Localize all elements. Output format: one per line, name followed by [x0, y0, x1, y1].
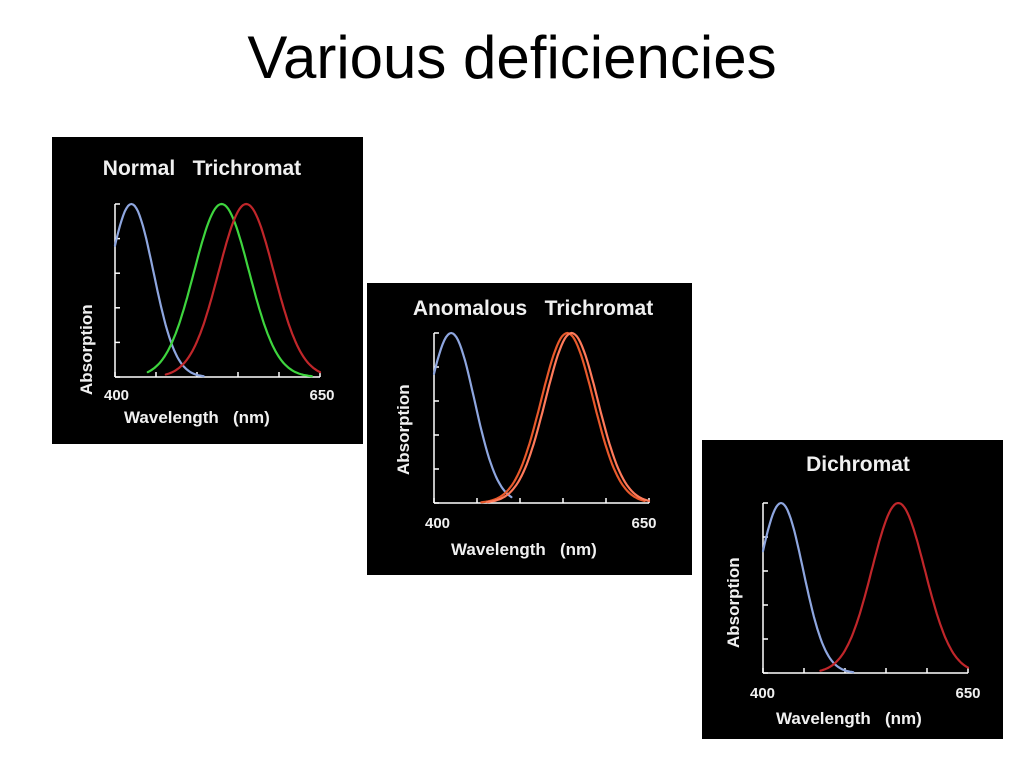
x-tick-label-min: 400: [750, 685, 775, 702]
x-axis-label: Wavelength (nm): [776, 709, 922, 728]
series-line-2: [146, 202, 313, 378]
series-line-1: [113, 202, 205, 378]
y-axis-label: Absorption: [77, 304, 96, 395]
series-line-2: [819, 501, 970, 672]
chart-title: Dichromat: [806, 453, 910, 476]
x-tick-label-min: 400: [425, 515, 450, 532]
plot-area: [761, 501, 970, 674]
series-line-1: [432, 331, 513, 499]
chart-panel-anomalous-trichromat: Anomalous Trichromat Absorption 400 650 …: [367, 283, 692, 575]
series-line-3: [486, 331, 651, 504]
chart-svg: Normal Trichromat Absorption 400 650 Wav…: [77, 157, 335, 427]
x-tick-label-min: 400: [104, 387, 129, 404]
chart-panel-normal-trichromat: Normal Trichromat Absorption 400 650 Wav…: [52, 137, 363, 444]
y-axis-label: Absorption: [724, 557, 743, 648]
chart-panel-dichromat: Dichromat Absorption 400 650 Wavelength …: [702, 440, 1003, 739]
x-axis-label: Wavelength (nm): [124, 408, 270, 427]
chart-svg: Anomalous Trichromat Absorption 400 650 …: [394, 297, 657, 559]
chart-title: Anomalous Trichromat: [413, 297, 653, 320]
chart-svg: Dichromat Absorption 400 650 Wavelength …: [724, 453, 981, 728]
series-line-1: [761, 501, 855, 674]
x-axis-label: Wavelength (nm): [451, 540, 597, 559]
chart-title: Normal Trichromat: [103, 157, 301, 180]
series-line-2: [480, 331, 646, 504]
plot-area: [113, 202, 322, 378]
x-tick-label-max: 650: [955, 685, 980, 702]
x-tick-label-max: 650: [309, 387, 334, 404]
series-line-3: [164, 202, 322, 376]
slide-title: Various deficiencies: [247, 24, 777, 91]
x-tick-label-max: 650: [631, 515, 656, 532]
plot-area: [432, 331, 651, 504]
y-axis-label: Absorption: [394, 384, 413, 475]
